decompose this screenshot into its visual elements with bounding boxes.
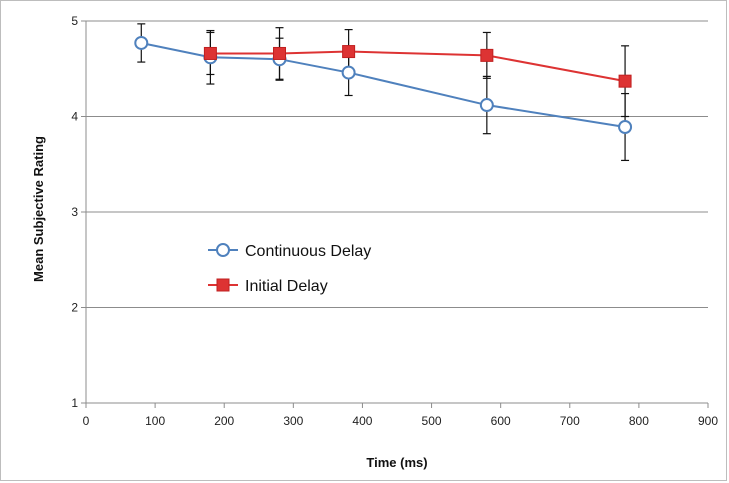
x-tick-label: 700 (560, 414, 580, 428)
y-tick-label: 1 (71, 396, 78, 410)
series-markers (134, 35, 633, 135)
x-tick-label: 100 (145, 414, 165, 428)
continuous-delay-line (141, 41, 626, 128)
axes: 1 2 3 4 5 0 100 200 300 400 500 600 700 800 900 (71, 14, 718, 428)
initial-delay-legend-label: Initial Delay (245, 278, 328, 295)
y-axis-title: Mean Subjective Rating (31, 136, 46, 282)
initial-delay-point (480, 48, 494, 62)
continuous-delay-legend-label: Continuous Delay (245, 243, 371, 260)
legend: Continuous Delay Initial Delay (208, 243, 371, 295)
y-tick-label: 4 (71, 110, 78, 124)
gridlines (86, 20, 708, 308)
initial-delay-line (210, 50, 626, 83)
y-tick-label: 5 (71, 14, 78, 28)
continuous-delay-point (134, 35, 149, 50)
x-tick-label: 300 (283, 414, 303, 428)
initial-delay-point (273, 46, 287, 60)
x-axis-title: Time (ms) (366, 455, 427, 470)
x-tick-label: 800 (629, 414, 649, 428)
initial-delay-legend-marker (216, 278, 230, 292)
y-tick-label: 2 (71, 301, 78, 315)
x-tick-label: 200 (214, 414, 234, 428)
x-tick-label: 400 (352, 414, 372, 428)
continuous-delay-point (618, 120, 633, 135)
initial-delay-point (618, 74, 632, 88)
continuous-delay-legend-marker (216, 243, 230, 257)
x-tick-label: 900 (698, 414, 718, 428)
y-tick-label: 3 (71, 205, 78, 219)
x-tick-label: 0 (83, 414, 90, 428)
continuous-delay-point (479, 98, 494, 113)
x-tick-label: 600 (491, 414, 511, 428)
initial-delay-point (203, 46, 217, 60)
initial-delay-point (342, 45, 356, 59)
error-bars (137, 23, 630, 162)
continuous-delay-point (341, 65, 356, 80)
x-tick-label: 500 (422, 414, 442, 428)
